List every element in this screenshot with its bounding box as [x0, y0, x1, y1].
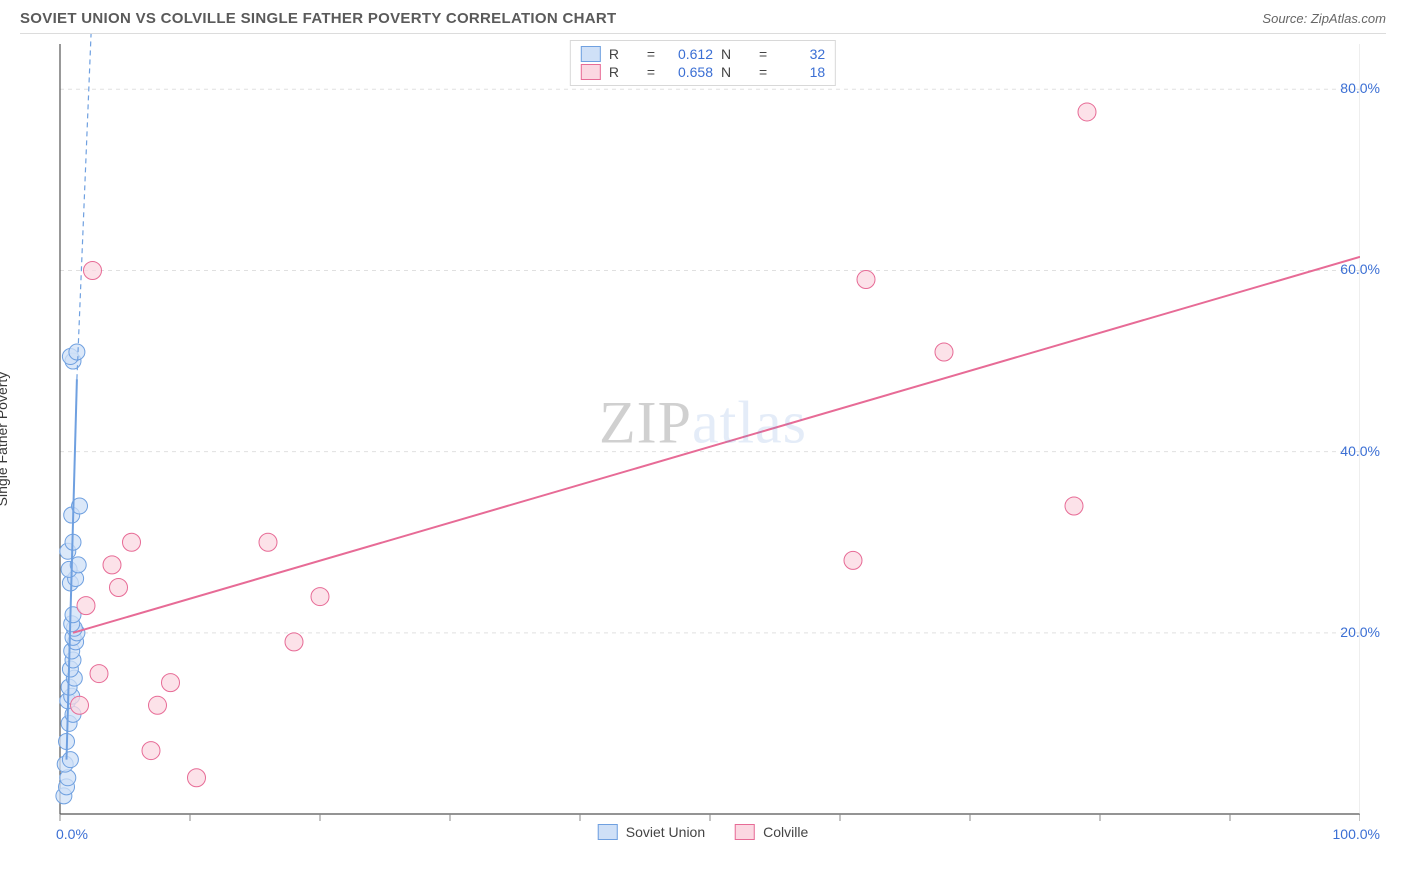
legend-text: =	[759, 64, 767, 80]
y-tick-label: 40.0%	[1320, 443, 1380, 459]
legend-row: R = 0.612 N = 32	[581, 45, 825, 63]
legend-correlation: R = 0.612 N = 32 R = 0.658 N = 18	[570, 40, 836, 86]
y-axis-label: Single Father Poverty	[0, 372, 10, 507]
legend-label: Colville	[763, 824, 808, 840]
legend-series: Soviet Union Colville	[598, 824, 809, 840]
legend-text: N	[721, 46, 751, 62]
legend-text: 18	[775, 64, 825, 80]
x-axis-min-label: 0.0%	[56, 826, 88, 842]
legend-text: =	[759, 46, 767, 62]
legend-text: 0.658	[663, 64, 713, 80]
legend-series-item: Colville	[735, 824, 808, 840]
x-axis-max-label: 100.0%	[1333, 826, 1380, 842]
scatter-plot-svg	[20, 34, 1360, 844]
chart-title: SOVIET UNION VS COLVILLE SINGLE FATHER P…	[20, 10, 616, 27]
chart-area: Single Father Poverty ZIPatlas R=0.612N=…	[20, 33, 1386, 844]
legend-swatch	[581, 64, 601, 80]
legend-text: N	[721, 64, 751, 80]
legend-text: R	[609, 64, 639, 80]
source-value: ZipAtlas.com	[1311, 11, 1386, 26]
y-tick-label: 60.0%	[1320, 261, 1380, 277]
legend-label: Soviet Union	[626, 824, 705, 840]
legend-swatch	[581, 46, 601, 62]
legend-text: 0.612	[663, 46, 713, 62]
y-tick-label: 20.0%	[1320, 624, 1380, 640]
chart-header: SOVIET UNION VS COLVILLE SINGLE FATHER P…	[0, 0, 1406, 33]
source-label: Source:	[1262, 11, 1307, 26]
y-tick-label: 80.0%	[1320, 80, 1380, 96]
legend-swatch	[598, 824, 618, 840]
chart-source: Source: ZipAtlas.com	[1262, 11, 1386, 26]
legend-series-item: Soviet Union	[598, 824, 705, 840]
legend-swatch	[735, 824, 755, 840]
legend-text: =	[647, 64, 655, 80]
legend-text: =	[647, 46, 655, 62]
legend-text: R	[609, 46, 639, 62]
legend-text: 32	[775, 46, 825, 62]
legend-row: R = 0.658 N = 18	[581, 63, 825, 81]
